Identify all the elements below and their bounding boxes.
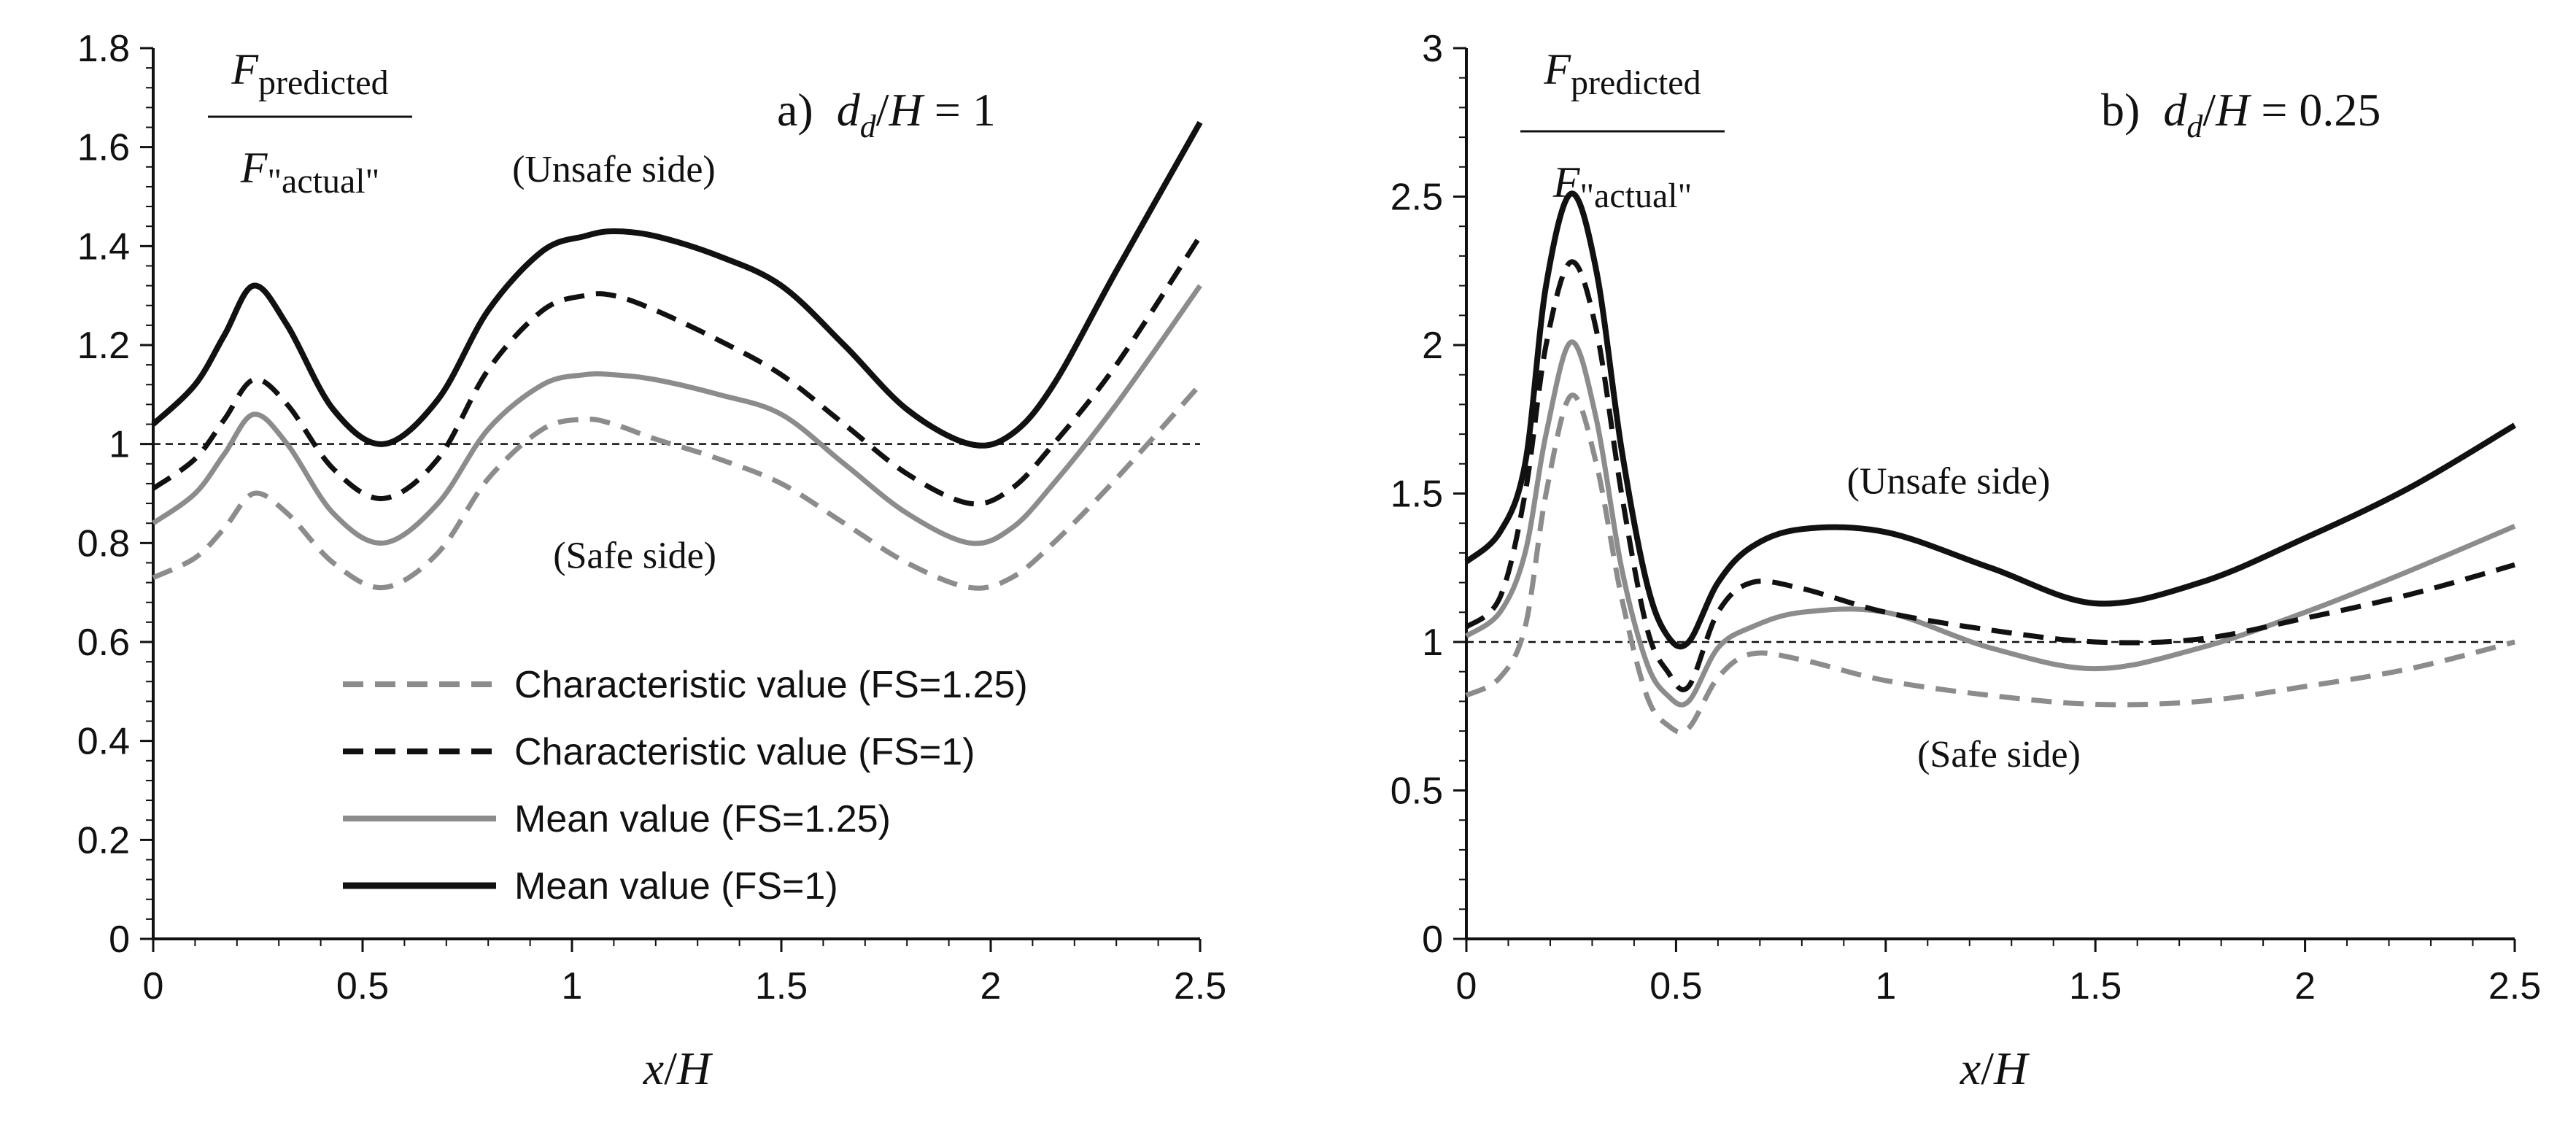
series-line-mean-fs1 bbox=[1464, 190, 2517, 650]
x-axis-title-slash: / bbox=[664, 1042, 677, 1094]
legend-label-char-fs1: Characteristic value (FS=1) bbox=[514, 731, 975, 773]
x-axis-title-denominator: H bbox=[1993, 1042, 2030, 1094]
x-axis-title-denominator: H bbox=[676, 1042, 713, 1094]
panel-title-equals: = bbox=[2249, 84, 2299, 136]
y-label-denominator-main: F bbox=[1552, 158, 1581, 206]
series-line-char-fs1 bbox=[151, 234, 1202, 507]
panel-title: b) dd/H = 0.25 bbox=[2101, 84, 2380, 144]
y-label-denominator-sub: "actual" bbox=[267, 162, 379, 201]
annotation-unsafe-side: (Unsafe side) bbox=[1847, 461, 2051, 503]
y-tick-label: 0 bbox=[109, 918, 130, 961]
y-label-numerator-main: F bbox=[1543, 45, 1571, 93]
y-tick-label: 1 bbox=[109, 424, 130, 466]
x-tick-label: 2 bbox=[2294, 965, 2316, 1007]
legend-label-char-fs125: Characteristic value (FS=1.25) bbox=[514, 664, 1028, 706]
annotation-safe-side: (Safe side) bbox=[1917, 734, 2081, 775]
y-tick-label: 0.8 bbox=[77, 522, 130, 565]
panel-title-value: 0.25 bbox=[2299, 84, 2380, 136]
legend-label-mean-fs125: Mean value (FS=1.25) bbox=[514, 798, 891, 840]
panel-title: a) dd/H = 1 bbox=[777, 84, 996, 144]
y-tick-label: 1.8 bbox=[77, 28, 130, 70]
y-tick-label: 1 bbox=[1422, 622, 1443, 664]
y-label-denominator-sub: "actual" bbox=[1579, 177, 1692, 215]
y-label-denominator: F"actual" bbox=[1552, 158, 1692, 215]
panel-title-slash: / bbox=[2202, 84, 2216, 136]
y-tick-label: 1.4 bbox=[77, 225, 130, 268]
x-tick-label: 2.5 bbox=[1174, 965, 1226, 1007]
annotation-unsafe-side: (Unsafe side) bbox=[512, 149, 716, 190]
y-label-numerator: Fpredicted bbox=[1543, 45, 1701, 102]
y-label-numerator-sub: predicted bbox=[1571, 63, 1701, 102]
panel-title-prefix: a) bbox=[777, 84, 837, 136]
panel-title-value: 1 bbox=[972, 84, 996, 136]
x-tick-label: 0.5 bbox=[1649, 965, 1702, 1007]
x-tick-label: 2 bbox=[980, 965, 1002, 1007]
y-label-numerator-main: F bbox=[231, 45, 259, 93]
y-tick-label: 0.5 bbox=[1391, 770, 1443, 813]
panel-title-equals: = bbox=[923, 84, 972, 136]
x-axis-title-var: x bbox=[1960, 1042, 1981, 1094]
x-tick-label: 0 bbox=[1456, 965, 1477, 1007]
x-axis-title: x/H bbox=[643, 1042, 713, 1094]
x-axis-title-var: x bbox=[643, 1042, 664, 1094]
legend: Characteristic value (FS=1.25) Characteri… bbox=[343, 664, 1028, 908]
panel-title-slash: / bbox=[876, 84, 889, 136]
panel-title-var: d bbox=[2163, 84, 2187, 136]
series-line-mean-fs125 bbox=[151, 284, 1202, 546]
y-tick-label: 1.2 bbox=[77, 325, 130, 367]
x-tick-label: 0 bbox=[143, 965, 164, 1007]
panel-title-subscript: d bbox=[2186, 109, 2203, 144]
x-tick-label: 1.5 bbox=[755, 965, 808, 1007]
y-label-numerator-sub: predicted bbox=[258, 63, 389, 102]
panel-a: 0 0.2 0.4 0.6 0.8 1 1.2 1.4 1.6 1.8 0 0.5 1 1.5 2 2.5 (U… bbox=[77, 28, 1226, 1094]
legend-label-mean-fs1: Mean value (FS=1) bbox=[514, 865, 838, 908]
y-label-numerator: Fpredicted bbox=[231, 45, 388, 102]
series-line-char-fs1 bbox=[1464, 259, 2515, 692]
x-tick-label: 1 bbox=[562, 965, 583, 1007]
panel-title-prefix: b) bbox=[2101, 84, 2163, 136]
x-axis-title-slash: / bbox=[1981, 1042, 1994, 1094]
y-tick-label: 3 bbox=[1422, 28, 1443, 70]
x-tick-label: 0.5 bbox=[336, 965, 389, 1007]
y-tick-label: 0.6 bbox=[77, 622, 130, 664]
y-label-denominator-main: F bbox=[240, 144, 268, 192]
panel-title-denominator: H bbox=[2215, 84, 2252, 136]
series-line-mean-fs1 bbox=[151, 120, 1203, 449]
y-tick-label: 2 bbox=[1422, 325, 1443, 367]
x-axis-title: x/H bbox=[1960, 1042, 2030, 1094]
annotation-safe-side: (Safe side) bbox=[553, 535, 716, 576]
series-line-char-fs125 bbox=[1465, 392, 2515, 735]
x-tick-label: 1.5 bbox=[2069, 965, 2121, 1007]
panel-title-denominator: H bbox=[889, 84, 926, 136]
y-tick-label: 1.5 bbox=[1391, 473, 1443, 516]
y-tick-label: 0 bbox=[1422, 918, 1443, 961]
series-line-mean-fs125 bbox=[1464, 339, 2516, 708]
panel-b: 0 0.5 1 1.5 2 2.5 3 0 0.5 1 1.5 2 2.5 (Unsafe side) (S… bbox=[1391, 28, 2541, 1094]
y-tick-label: 0.2 bbox=[77, 819, 130, 862]
series-line-char-fs125 bbox=[152, 382, 1202, 591]
y-tick-label: 0.4 bbox=[77, 721, 130, 763]
panel-title-var: d bbox=[837, 84, 861, 136]
panel-title-subscript: d bbox=[860, 109, 877, 144]
y-label-denominator: F"actual" bbox=[240, 144, 379, 201]
x-tick-label: 2.5 bbox=[2488, 965, 2541, 1007]
x-tick-label: 1 bbox=[1875, 965, 1896, 1007]
y-tick-label: 2.5 bbox=[1391, 177, 1443, 219]
y-tick-label: 1.6 bbox=[77, 127, 130, 169]
